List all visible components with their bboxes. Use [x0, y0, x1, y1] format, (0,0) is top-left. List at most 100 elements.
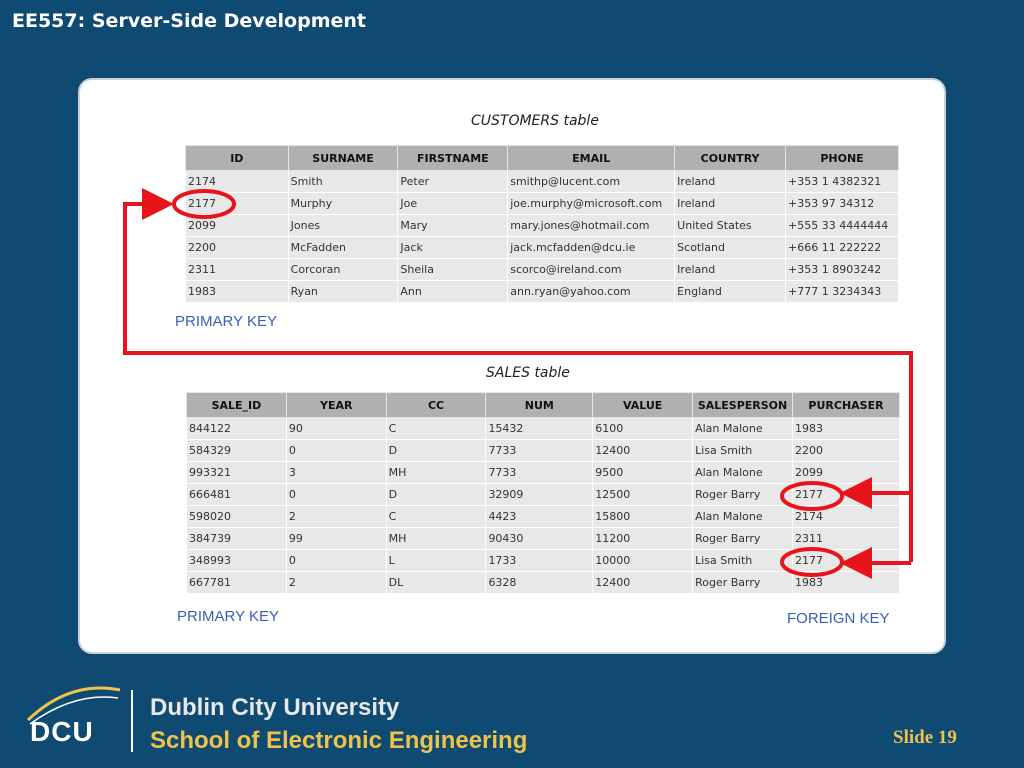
- table-cell: mary.jones@hotmail.com: [507, 214, 676, 237]
- table-cell: Ireland: [674, 258, 786, 281]
- table-cell: 12500: [592, 483, 694, 506]
- table-cell: Alan Malone: [692, 461, 794, 484]
- customers-primary-key-label: PRIMARY KEY: [175, 313, 277, 330]
- column-header: EMAIL: [507, 145, 676, 171]
- column-header: NUM: [485, 392, 594, 418]
- table-cell: ann.ryan@yahoo.com: [507, 280, 676, 303]
- table-cell: 2099: [792, 461, 900, 484]
- table-cell: D: [385, 439, 487, 462]
- column-header: PURCHASER: [792, 392, 900, 418]
- table-row: 2200 McFadden Jack jack.mcfadden@dcu.ie Scot…: [185, 236, 899, 259]
- dcu-logo: DCU: [30, 716, 94, 747]
- table-cell: 1983: [792, 571, 900, 594]
- table-cell: 90: [285, 417, 387, 440]
- table-cell: McFadden: [287, 236, 399, 259]
- table-cell: smithp@lucent.com: [507, 170, 676, 193]
- table-cell: 3: [285, 461, 387, 484]
- table-row: 1983 Ryan Ann ann.ryan@yahoo.com England +777…: [185, 280, 899, 303]
- table-cell: 9500: [592, 461, 694, 484]
- column-header: CC: [385, 392, 487, 418]
- table-cell: Alan Malone: [692, 505, 794, 528]
- table-cell: 584329: [186, 439, 287, 462]
- sales-header-row: SALE_ID YEAR CC NUM VALUE SALESPERSON PURCHASE…: [186, 392, 900, 418]
- purchaser-highlight-1: [780, 481, 844, 511]
- table-cell: C: [385, 417, 487, 440]
- slide-title: EE557: Server-Side Development: [12, 10, 366, 32]
- table-cell: Roger Barry: [692, 483, 794, 506]
- table-cell: 0: [285, 439, 387, 462]
- column-header: SALESPERSON: [692, 392, 794, 418]
- table-cell: jack.mcfadden@dcu.ie: [507, 236, 676, 259]
- sales-table: SALE_ID YEAR CC NUM VALUE SALESPERSON PURCHASE…: [186, 392, 900, 594]
- table-row: 2174 Smith Peter smithp@lucent.com Ireland +3…: [185, 170, 899, 193]
- table-cell: 666481: [186, 483, 287, 506]
- table-cell: Joe: [397, 192, 509, 215]
- purchaser-highlight-2: [780, 547, 844, 577]
- table-cell: 2: [285, 505, 387, 528]
- table-cell: D: [385, 483, 487, 506]
- school-name: School of Electronic Engineering: [150, 727, 528, 754]
- table-cell: 12400: [592, 571, 694, 594]
- table-cell: Smith: [287, 170, 399, 193]
- column-header: SALE_ID: [186, 392, 287, 418]
- column-header: FIRSTNAME: [397, 145, 509, 171]
- table-cell: 32909: [485, 483, 594, 506]
- table-cell: Lisa Smith: [692, 549, 794, 572]
- customers-table: ID SURNAME FIRSTNAME EMAIL COUNTRY PHONE 2174…: [185, 145, 899, 303]
- table-cell: Sheila: [397, 258, 509, 281]
- table-row: 666481 0 D 32909 12500 Roger Barry 2177: [186, 483, 900, 506]
- table-cell: 11200: [592, 527, 694, 550]
- table-cell: MH: [385, 527, 487, 550]
- table-cell: +353 1 4382321: [785, 170, 899, 193]
- table-cell: MH: [385, 461, 487, 484]
- table-cell: England: [674, 280, 786, 303]
- table-cell: 844122: [186, 417, 287, 440]
- table-row: 993321 3 MH 7733 9500 Alan Malone 2099: [186, 461, 900, 484]
- table-cell: 10000: [592, 549, 694, 572]
- table-cell: L: [385, 549, 487, 572]
- table-cell: +555 33 4444444: [785, 214, 899, 237]
- table-cell: 99: [285, 527, 387, 550]
- table-cell: Corcoran: [287, 258, 399, 281]
- table-cell: 667781: [186, 571, 287, 594]
- sales-foreign-key-label: FOREIGN KEY: [787, 610, 890, 627]
- table-cell: 348993: [186, 549, 287, 572]
- table-row: 348993 0 L 1733 10000 Lisa Smith 2177: [186, 549, 900, 572]
- table-cell: 6328: [485, 571, 594, 594]
- table-cell: Roger Barry: [692, 571, 794, 594]
- table-cell: Jones: [287, 214, 399, 237]
- table-cell: 2311: [792, 527, 900, 550]
- relationship-line-main: [125, 351, 913, 562]
- sales-primary-key-label: PRIMARY KEY: [177, 608, 279, 625]
- table-row: 667781 2 DL 6328 12400 Roger Barry 1983: [186, 571, 900, 594]
- table-cell: 384739: [186, 527, 287, 550]
- university-name: Dublin City University: [150, 694, 400, 721]
- column-header: COUNTRY: [674, 145, 786, 171]
- table-cell: Ireland: [674, 192, 786, 215]
- customer-id-highlight: [172, 189, 236, 219]
- table-cell: +777 1 3234343: [785, 280, 899, 303]
- column-header: YEAR: [285, 392, 387, 418]
- customers-header-row: ID SURNAME FIRSTNAME EMAIL COUNTRY PHONE: [185, 145, 899, 171]
- table-cell: Scotland: [674, 236, 786, 259]
- table-cell: +666 11 222222: [785, 236, 899, 259]
- column-header: SURNAME: [287, 145, 399, 171]
- table-cell: joe.murphy@microsoft.com: [507, 192, 676, 215]
- table-cell: 15432: [485, 417, 594, 440]
- table-cell: scorco@ireland.com: [507, 258, 676, 281]
- table-row: 384739 99 MH 90430 11200 Roger Barry 2311: [186, 527, 900, 550]
- table-cell: United States: [674, 214, 786, 237]
- column-header: PHONE: [785, 145, 899, 171]
- relationship-line-to-customer: [123, 188, 174, 355]
- table-cell: DL: [385, 571, 487, 594]
- table-cell: C: [385, 505, 487, 528]
- column-header: VALUE: [592, 392, 694, 418]
- table-cell: 2311: [185, 258, 289, 281]
- table-cell: 598020: [186, 505, 287, 528]
- table-cell: Alan Malone: [692, 417, 794, 440]
- table-cell: Ryan: [287, 280, 399, 303]
- table-cell: Ireland: [674, 170, 786, 193]
- sales-table-caption: SALES table: [486, 365, 570, 381]
- slide-number: Slide 19: [893, 727, 957, 748]
